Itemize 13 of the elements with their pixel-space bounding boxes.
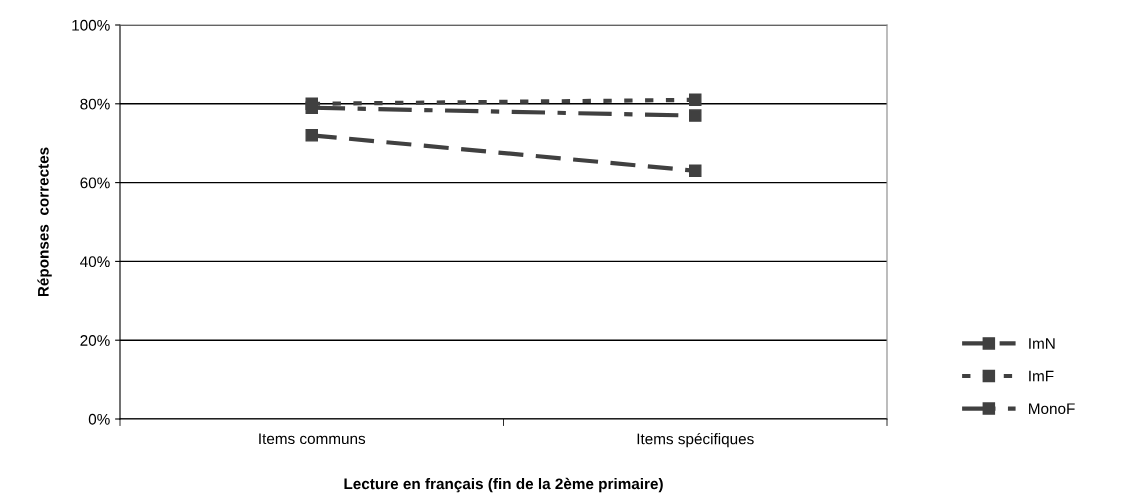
y-tick-label: 100%	[72, 19, 110, 31]
x-axis-title: Lecture en français (fin de la 2ème primaire)	[344, 477, 663, 493]
x-tick-label: Items communs	[259, 433, 366, 445]
x-tick-label: Items spécifiques	[637, 432, 754, 448]
y-tick-label: 0%	[88, 413, 110, 425]
y-axis-title: Réponses correctes	[37, 147, 52, 297]
y-tick-label: 80%	[80, 98, 110, 110]
y-tick-label: 40%	[80, 256, 110, 268]
legend-label: ImF	[1029, 370, 1054, 382]
legend-label: ImN	[1029, 338, 1055, 349]
y-tick-label: 20%	[80, 335, 110, 346]
y-tick-label: 60%	[80, 177, 110, 189]
legend-label: MonoF	[1029, 403, 1075, 415]
